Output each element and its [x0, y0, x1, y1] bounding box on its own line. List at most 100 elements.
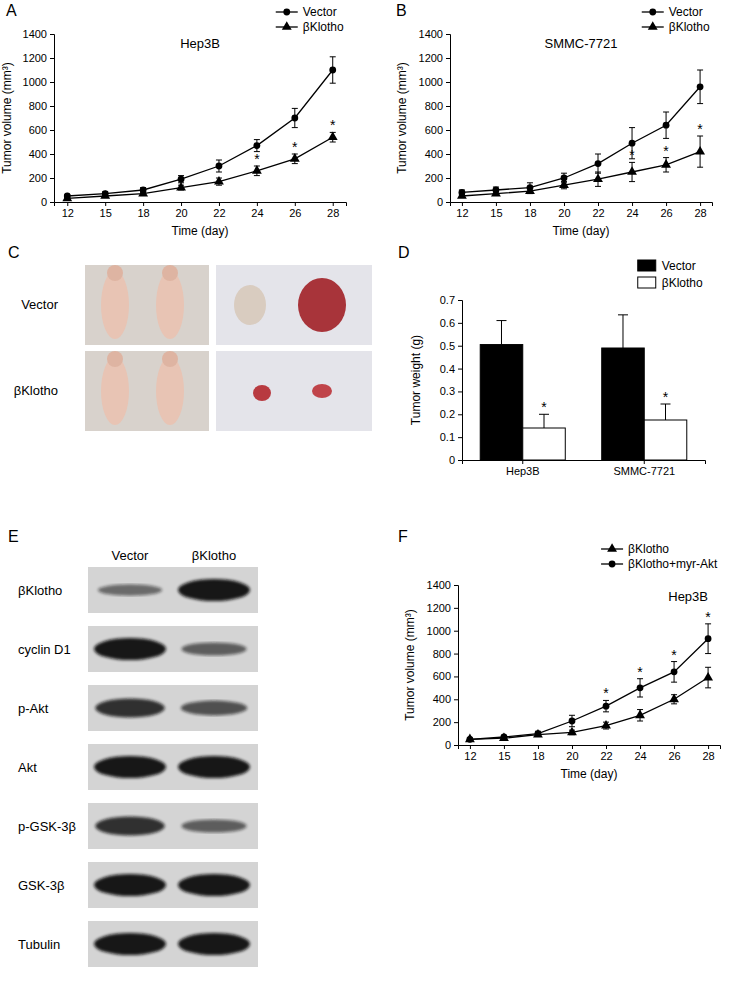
error-bar	[671, 662, 677, 683]
photo	[85, 351, 209, 431]
column-label: Vector	[112, 548, 150, 563]
tick-mark	[50, 130, 54, 131]
mouse-head	[107, 265, 123, 281]
x-axis-title: Time (day)	[553, 224, 610, 238]
band	[95, 817, 165, 836]
tick: 15	[100, 202, 112, 219]
tick-label: 0.3	[440, 385, 455, 397]
tick-mark	[454, 654, 458, 655]
panel-label: B	[396, 2, 407, 19]
tick: SMMC-7721	[613, 460, 675, 477]
legend-marker	[609, 561, 616, 568]
y-axis: 0200400600800100012001400	[23, 28, 55, 208]
bar	[644, 420, 687, 460]
tick-mark	[181, 202, 182, 206]
blot-strip	[88, 862, 258, 908]
blot-strip	[88, 921, 258, 967]
tick-label: 18	[524, 207, 536, 219]
tick-mark	[50, 178, 54, 179]
tick-mark	[50, 58, 54, 59]
tick: 400	[433, 693, 458, 705]
tick: 28	[702, 745, 714, 762]
marker	[501, 734, 508, 741]
legend: VectorβKlotho	[642, 5, 710, 34]
tumor	[298, 278, 346, 332]
tick: 22	[600, 745, 612, 762]
marker	[671, 668, 678, 675]
x-axis: 1215182022242628	[459, 745, 721, 762]
tick: 26	[289, 202, 301, 219]
tick-label: 28	[327, 207, 339, 219]
legend-label: βKlotho	[303, 20, 344, 34]
legend-marker	[283, 9, 290, 16]
row-label: Vector	[21, 297, 59, 312]
tick: 18	[524, 202, 536, 219]
tick-mark	[530, 202, 531, 206]
tick: 15	[498, 745, 510, 762]
series	[457, 136, 705, 199]
marker	[100, 190, 110, 199]
band	[94, 756, 166, 778]
mouse	[156, 357, 184, 425]
blot-strip	[88, 744, 258, 790]
x-axis: 1215182022242628	[451, 202, 713, 219]
mouse	[156, 271, 184, 339]
tick-label: 1400	[419, 28, 443, 40]
tick-label: 0	[437, 196, 443, 208]
tick: 0	[41, 196, 54, 208]
row-label: GSK-3β	[18, 878, 65, 893]
marker	[291, 115, 298, 122]
tick-mark	[446, 178, 450, 179]
tick: 1400	[419, 28, 450, 40]
annotation: *	[541, 399, 547, 415]
panel-label: F	[398, 528, 408, 545]
tick: 1000	[23, 76, 54, 88]
legend-item: βKlotho+myr-Akt	[601, 557, 718, 571]
row-label: βKlotho	[18, 583, 62, 598]
marker	[457, 190, 467, 199]
tick: 800	[433, 648, 458, 660]
line	[67, 137, 332, 198]
tick-label: 15	[498, 750, 510, 762]
legend-swatch	[638, 260, 656, 271]
tick-label: 20	[558, 207, 570, 219]
marker	[62, 193, 72, 202]
tick-label: 24	[251, 207, 263, 219]
tick-label: 15	[490, 207, 502, 219]
marker	[253, 142, 260, 149]
tick-label: 0.5	[440, 340, 455, 352]
legend-item: βKlotho	[276, 20, 344, 34]
tick: 0.7	[440, 294, 462, 306]
panel-label: E	[8, 528, 19, 545]
tick-mark	[446, 130, 450, 131]
tick-mark	[454, 699, 458, 700]
error-bar	[496, 321, 506, 345]
tick: 0.1	[440, 431, 462, 443]
marker	[569, 718, 576, 725]
legend-item: βKlotho	[638, 276, 703, 290]
chart-title: Hep3B	[668, 589, 708, 604]
tick: 0	[449, 454, 462, 466]
error-bar	[569, 715, 575, 726]
row-label: Tubulin	[18, 937, 60, 952]
bar	[523, 428, 566, 460]
photo	[216, 351, 372, 431]
bar	[602, 348, 645, 460]
tick-label: 26	[668, 750, 680, 762]
tick: 12	[62, 202, 74, 219]
tick-label: 1200	[427, 602, 451, 614]
axis-line	[446, 35, 451, 203]
tick: 28	[327, 202, 339, 219]
axis-line	[454, 586, 459, 746]
legend-marker	[648, 21, 658, 30]
axis-line	[463, 461, 706, 465]
tick-label: 20	[175, 207, 187, 219]
tick-mark	[454, 631, 458, 632]
tick-mark	[504, 745, 505, 749]
error-bar	[618, 315, 628, 348]
annotation: *	[330, 117, 336, 133]
tick: 12	[456, 202, 468, 219]
y-axis-title: Tumor volume (mm³)	[0, 62, 14, 174]
marker	[138, 188, 148, 197]
marker	[559, 180, 569, 189]
